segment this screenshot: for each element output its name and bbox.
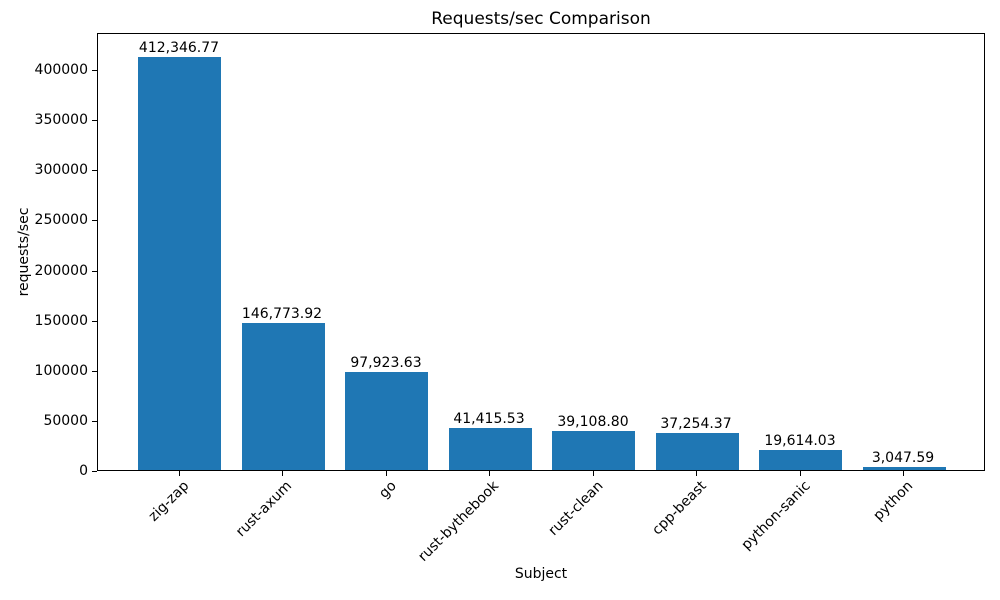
bar-value-label: 37,254.37: [660, 416, 732, 432]
bar: [242, 323, 325, 470]
bar: [863, 467, 946, 470]
x-tick: [800, 471, 801, 476]
x-tick: [903, 471, 904, 476]
y-tick: [92, 271, 97, 272]
x-tick-label: cpp-beast: [648, 478, 710, 539]
y-tick: [92, 220, 97, 221]
x-tick-label: go: [375, 478, 400, 502]
y-tick-label: 350000: [34, 112, 88, 128]
bar-value-label: 146,773.92: [241, 306, 323, 322]
x-tick: [386, 471, 387, 476]
y-tick: [92, 120, 97, 121]
y-tick-label: 100000: [34, 363, 88, 379]
y-tick: [92, 321, 97, 322]
y-tick-label: 50000: [43, 413, 88, 429]
chart-title: Requests/sec Comparison: [431, 9, 651, 29]
y-tick: [92, 170, 97, 171]
bar: [759, 450, 842, 470]
y-tick: [92, 421, 97, 422]
bar-value-label: 3,047.59: [871, 450, 935, 466]
x-tick-label: rust-axum: [233, 478, 296, 541]
bar-value-label: 19,614.03: [764, 433, 836, 449]
bar: [656, 433, 739, 470]
x-tick-label: zig-zap: [145, 478, 193, 525]
bar-value-label: 39,108.80: [557, 414, 629, 430]
bar-value-label: 41,415.53: [453, 411, 525, 427]
bar-value-label: 412,346.77: [138, 40, 220, 56]
y-tick-label: 250000: [34, 212, 88, 228]
y-tick-label: 200000: [34, 263, 88, 279]
x-tick: [696, 471, 697, 476]
bar: [552, 431, 635, 470]
y-tick-label: 400000: [34, 62, 88, 78]
x-tick: [489, 471, 490, 476]
x-tick-label: python-sanic: [738, 478, 814, 554]
x-tick-label: python: [870, 478, 917, 524]
y-tick-label: 0: [79, 463, 88, 479]
y-tick: [92, 371, 97, 372]
bar: [345, 372, 428, 470]
x-tick: [282, 471, 283, 476]
bar: [449, 428, 532, 470]
bar: [138, 57, 221, 470]
y-tick: [92, 471, 97, 472]
bar-value-label: 97,923.63: [350, 355, 422, 371]
plot-area: [97, 33, 985, 471]
y-tick-label: 150000: [34, 313, 88, 329]
y-tick: [92, 70, 97, 71]
y-tick-label: 300000: [34, 162, 88, 178]
x-tick: [179, 471, 180, 476]
x-axis-label: Subject: [514, 566, 568, 582]
x-tick-label: rust-clean: [545, 478, 607, 539]
x-tick: [593, 471, 594, 476]
x-tick-label: rust-bythebook: [415, 478, 503, 565]
